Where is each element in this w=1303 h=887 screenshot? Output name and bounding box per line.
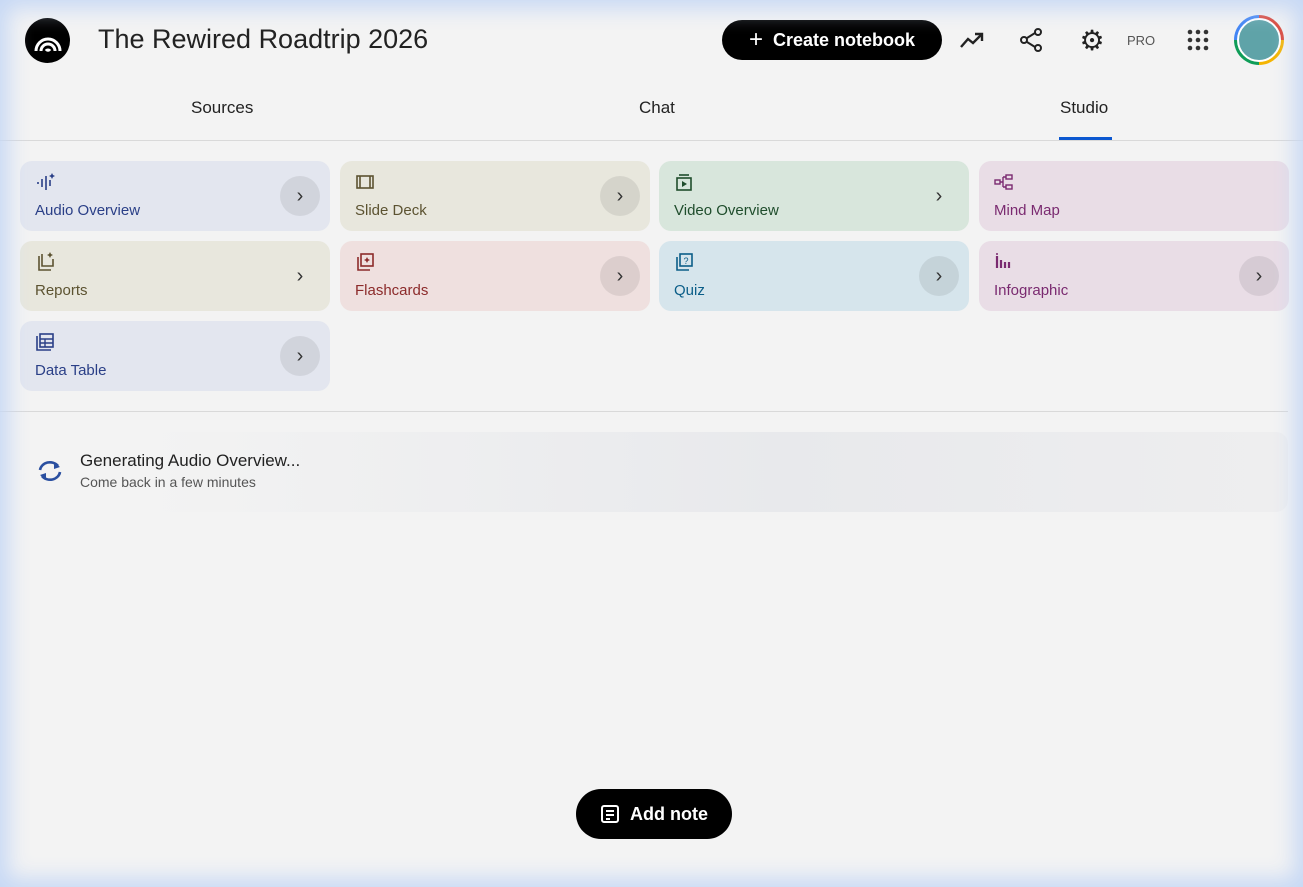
audio-waveform-icon bbox=[37, 173, 55, 190]
card-label: Flashcards bbox=[355, 282, 429, 299]
chevron-right-icon[interactable]: › bbox=[600, 176, 640, 216]
note-icon bbox=[601, 805, 619, 823]
studio-card-audio-overview[interactable]: Audio Overview › bbox=[20, 161, 330, 231]
plus-icon: + bbox=[748, 26, 763, 53]
reports-icon bbox=[38, 252, 54, 271]
pro-badge: PRO bbox=[1127, 33, 1156, 48]
card-label: Video Overview bbox=[674, 202, 779, 219]
analytics-icon[interactable] bbox=[958, 26, 986, 54]
chevron-right-icon[interactable]: › bbox=[935, 184, 943, 207]
chevron-right-icon[interactable]: › bbox=[280, 176, 320, 216]
tab-studio[interactable]: Studio bbox=[1060, 98, 1109, 117]
studio-card-flashcards[interactable]: Flashcards › bbox=[340, 241, 650, 311]
card-label: Slide Deck bbox=[355, 202, 427, 219]
chevron-right-icon[interactable]: › bbox=[600, 256, 640, 296]
data-table-icon bbox=[36, 333, 54, 351]
add-note-button[interactable]: Add note bbox=[576, 789, 732, 839]
chevron-right-icon[interactable]: › bbox=[1239, 256, 1279, 296]
studio-card-mind-map[interactable]: Mind Map bbox=[979, 161, 1289, 231]
studio-card-slide-deck[interactable]: Slide Deck › bbox=[340, 161, 650, 231]
studio-card-video-overview[interactable]: Video Overview › bbox=[659, 161, 969, 231]
card-label: Mind Map bbox=[994, 202, 1060, 219]
card-label: Quiz bbox=[674, 282, 705, 299]
sync-icon bbox=[38, 460, 62, 482]
card-label: Infographic bbox=[994, 282, 1069, 299]
section-divider bbox=[0, 411, 1288, 412]
video-icon bbox=[676, 174, 692, 191]
studio-card-reports[interactable]: Reports › bbox=[20, 241, 330, 311]
generating-title: Generating Audio Overview... bbox=[80, 451, 301, 470]
tab-divider bbox=[0, 140, 1303, 141]
avatar[interactable] bbox=[1234, 15, 1284, 65]
svg-text:?: ? bbox=[683, 256, 688, 266]
tab-sources[interactable]: Sources bbox=[191, 98, 254, 117]
card-label: Data Table bbox=[35, 362, 107, 379]
slides-icon bbox=[356, 175, 374, 189]
generating-subtitle: Come back in a few minutes bbox=[80, 474, 256, 490]
share-icon[interactable] bbox=[1017, 26, 1045, 54]
apps-grid-icon[interactable] bbox=[1184, 26, 1212, 54]
studio-card-quiz[interactable]: ? Quiz › bbox=[659, 241, 969, 311]
create-notebook-button[interactable]: + Create notebook bbox=[722, 20, 942, 60]
notebooklm-logo[interactable] bbox=[25, 18, 70, 63]
flashcards-icon bbox=[357, 253, 374, 271]
generating-audio-item: Generating Audio Overview... Come back i… bbox=[20, 432, 1288, 512]
chevron-right-icon[interactable]: › bbox=[280, 336, 320, 376]
chevron-right-icon[interactable]: › bbox=[296, 264, 304, 287]
infographic-icon bbox=[995, 253, 1011, 268]
card-label: Reports bbox=[35, 282, 88, 299]
quiz-icon: ? bbox=[676, 253, 693, 271]
mind-map-icon bbox=[994, 174, 1013, 190]
tab-chat[interactable]: Chat bbox=[639, 98, 675, 117]
chevron-right-icon[interactable]: › bbox=[919, 256, 959, 296]
studio-card-infographic[interactable]: Infographic › bbox=[979, 241, 1289, 311]
studio-card-data-table[interactable]: Data Table › bbox=[20, 321, 330, 391]
notebook-title[interactable]: The Rewired Roadtrip 2026 bbox=[98, 24, 429, 54]
active-tab-indicator bbox=[1059, 137, 1112, 140]
card-label: Audio Overview bbox=[35, 202, 141, 219]
settings-icon[interactable]: ⚙ bbox=[1079, 24, 1105, 56]
